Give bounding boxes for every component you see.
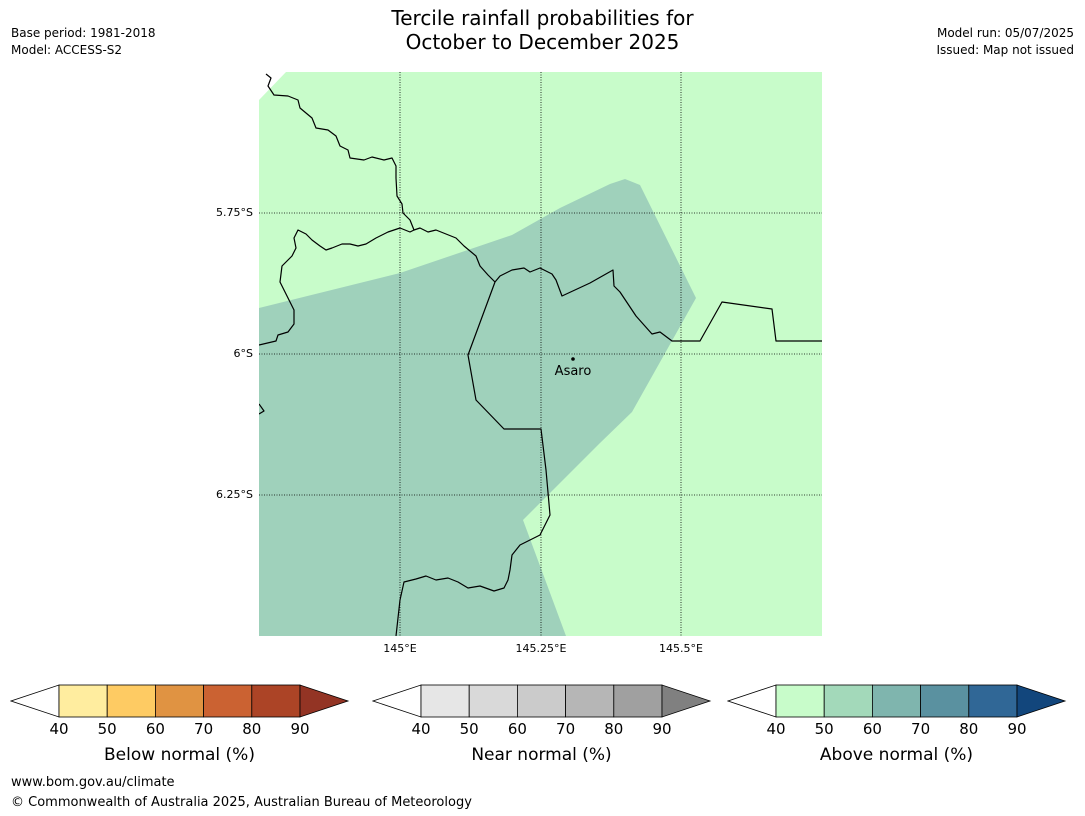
lat-label-6s: 6°S [233,347,253,360]
legend-color-bin [58,684,108,718]
legend-tick-label: 40 [411,720,431,738]
legend-tick-label: 40 [766,720,786,738]
border-line-west [259,227,415,346]
model-run-text: Model run: 05/07/2025 [936,26,1074,40]
map-title: Tercile rainfall probabilities for Octob… [0,6,1085,54]
border-line-central [395,281,551,636]
legend-under-arrow [727,684,777,718]
place-label-asaro: Asaro [554,364,592,379]
legend-tick-label: 80 [959,720,979,738]
title-line-1: Tercile rainfall probabilities for [391,6,694,30]
base-period-text: Base period: 1981-2018 [11,26,156,40]
legend-title: Below normal (%) [104,745,255,765]
legend-tick-label: 50 [814,720,834,738]
legend-color-bin [203,684,253,718]
legend-color-bin [516,684,566,718]
legend-color-bin [871,684,921,718]
legend-tick-label: 80 [604,720,624,738]
above-normal-legend: 40 50 60 70 80 90 Above normal (%) [727,684,1067,765]
lon-label-145-25e: 145.25°E [515,642,567,655]
legend-tick-label: 50 [459,720,479,738]
legend-over-arrow [299,684,350,718]
legend-under-arrow [10,684,60,718]
legend-color-bin [251,684,301,718]
legend-tick-label: 40 [49,720,69,738]
legend-title: Above normal (%) [819,745,974,765]
legend-tick-label: 80 [242,720,262,738]
legend-tick-label: 70 [556,720,576,738]
legend-color-bin [565,684,615,718]
legend-color-bin [775,684,825,718]
lat-label-5-75s: 5.75°S [216,206,253,219]
near-normal-legend: 40 50 60 70 80 90 Near normal (%) [372,684,712,765]
legend-tick-label: 60 [507,720,527,738]
below-normal-legend: 40 50 60 70 80 90 Below normal (%) [10,684,350,765]
legend-tick-label: 90 [1007,720,1027,738]
legend-under-arrow [372,684,422,718]
legend-color-bin [106,684,156,718]
legend-color-bin [154,684,204,718]
legend-color-bin [823,684,873,718]
footer-url: www.bom.gov.au/climate [11,775,175,790]
legend-tick-label: 90 [652,720,672,738]
legend-color-bin [468,684,518,718]
map-info-right: Model run: 05/07/2025 Issued: Map not is… [936,25,1074,59]
lon-label-145e: 145°E [383,642,417,655]
model-text: Model: ACCESS-S2 [11,43,123,57]
footer-copyright: © Commonwealth of Australia 2025, Austra… [11,795,472,810]
legend-color-bin [920,684,970,718]
legend-tick-label: 90 [290,720,310,738]
legend-over-arrow [661,684,712,718]
legend-tick-label: 60 [145,720,165,738]
issued-text: Issued: Map not issued [936,43,1074,57]
asaro-location-dot [571,357,575,361]
legend-color-bin [420,684,470,718]
legend-tick-label: 70 [194,720,214,738]
legend-tick-label: 60 [862,720,882,738]
legend-tick-label: 50 [97,720,117,738]
legend-tick-label: 70 [911,720,931,738]
border-line-edge [259,403,265,415]
legend-over-arrow [1016,684,1067,718]
title-line-2: October to December 2025 [405,30,680,54]
lon-label-145-5e: 145.5°E [659,642,703,655]
above-normal-50-60-region [259,179,696,636]
legend-title: Near normal (%) [471,745,612,765]
map-info-left: Base period: 1981-2018 Model: ACCESS-S2 [11,25,156,59]
province-borders [259,73,822,636]
gridlines [259,72,822,636]
lat-label-6-25s: 6.25°S [216,488,253,501]
legend-color-bin [613,684,663,718]
legend-color-bin [968,684,1018,718]
border-line-north [265,73,822,342]
